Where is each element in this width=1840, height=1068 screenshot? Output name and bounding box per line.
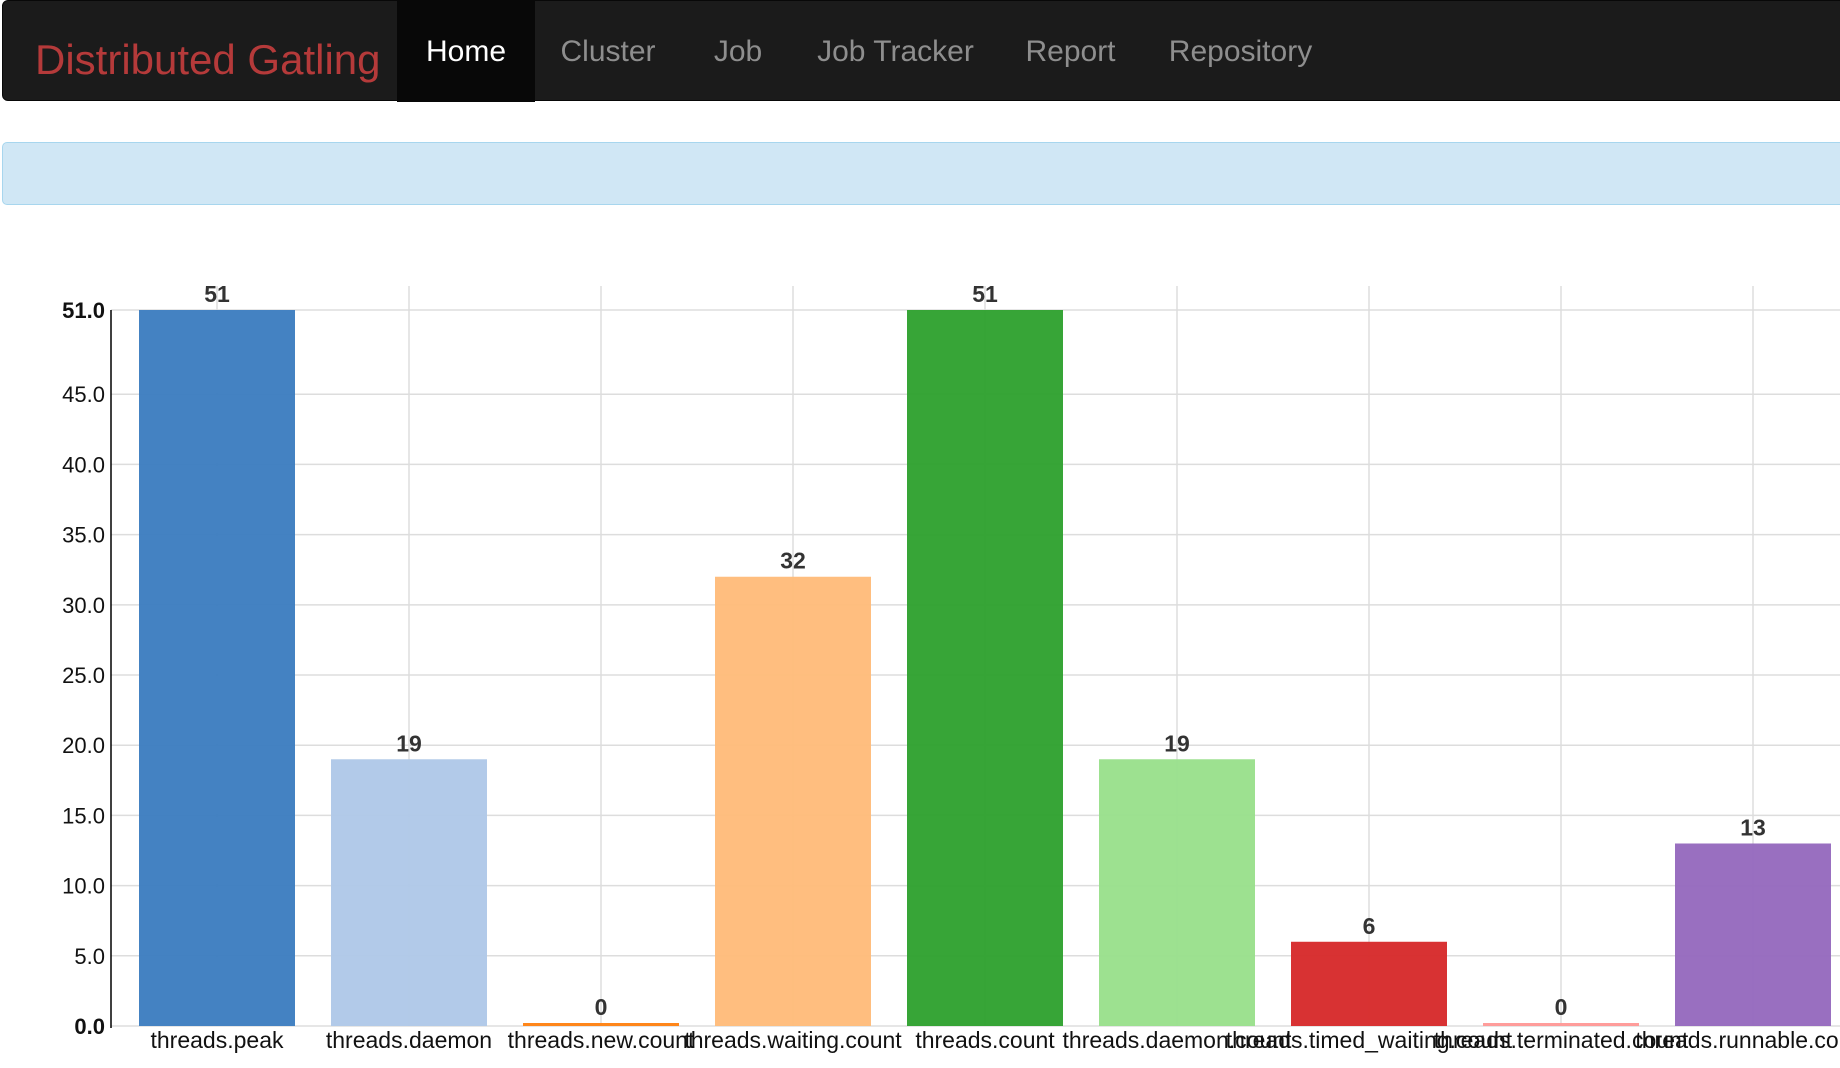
brand-logo[interactable]: Distributed Gatling xyxy=(35,36,381,83)
info-alert-bar xyxy=(2,142,1840,205)
x-category-label: threads.new.count xyxy=(508,1027,695,1053)
bar xyxy=(715,576,871,1026)
y-tick-label: 40.0 xyxy=(62,452,105,477)
x-category-label: threads.daemon.count xyxy=(1063,1027,1292,1053)
bar-value-label: 32 xyxy=(780,548,806,574)
x-category-label: threads.daemon xyxy=(326,1027,492,1053)
bar-value-label: 0 xyxy=(595,994,608,1020)
nav-cluster[interactable]: Cluster xyxy=(560,35,656,68)
x-category-label: threads.runnable.count xyxy=(1635,1027,1840,1053)
bar-value-label: 19 xyxy=(396,730,422,756)
bar xyxy=(139,310,295,1026)
bar-value-label: 19 xyxy=(1164,730,1190,756)
bar xyxy=(1291,941,1447,1026)
bar xyxy=(1483,1023,1639,1026)
bar xyxy=(1675,843,1831,1026)
y-tick-label: 15.0 xyxy=(62,803,105,828)
bar-value-label: 6 xyxy=(1363,913,1376,939)
y-tick-label: 20.0 xyxy=(62,733,105,758)
nav-repository[interactable]: Repository xyxy=(1168,35,1313,68)
bar xyxy=(1099,759,1255,1026)
y-tick-label: 45.0 xyxy=(62,382,105,407)
y-tick-label: 35.0 xyxy=(62,523,105,548)
y-tick-label: 5.0 xyxy=(74,944,105,969)
y-tick-label: 51.0 xyxy=(62,298,105,323)
nav-job[interactable]: Job xyxy=(713,35,763,68)
bar xyxy=(523,1023,679,1026)
y-tick-label: 10.0 xyxy=(62,874,105,899)
x-category-label: threads.count xyxy=(915,1027,1055,1053)
nav-report[interactable]: Report xyxy=(1025,35,1116,68)
y-tick-label: 25.0 xyxy=(62,663,105,688)
x-category-label: threads.timed_waiting.count xyxy=(1226,1027,1513,1053)
thread-metrics-bar-chart: 0.0 5.0 10.0 15.0 20.0 25.0 30.0 35.0 40.0 45.0 51… xyxy=(62,281,1840,1053)
y-tick-label: 0.0 xyxy=(74,1014,105,1039)
y-tick-label: 30.0 xyxy=(62,593,105,618)
x-category-label: threads.terminated.count xyxy=(1434,1027,1689,1053)
bar-value-label: 51 xyxy=(204,281,230,307)
bar xyxy=(331,759,487,1026)
nav-job-tracker[interactable]: Job Tracker xyxy=(817,35,974,68)
bar-value-label: 51 xyxy=(972,281,998,307)
bar xyxy=(907,310,1063,1026)
x-category-label: threads.waiting.count xyxy=(684,1027,902,1053)
bar-value-label: 0 xyxy=(1555,994,1568,1020)
bar-value-label: 13 xyxy=(1740,814,1766,840)
x-category-label: threads.peak xyxy=(151,1027,284,1053)
nav-home[interactable]: Home xyxy=(397,1,535,102)
top-navbar: Distributed Gatling Home Cluster Job Job… xyxy=(2,0,1840,102)
